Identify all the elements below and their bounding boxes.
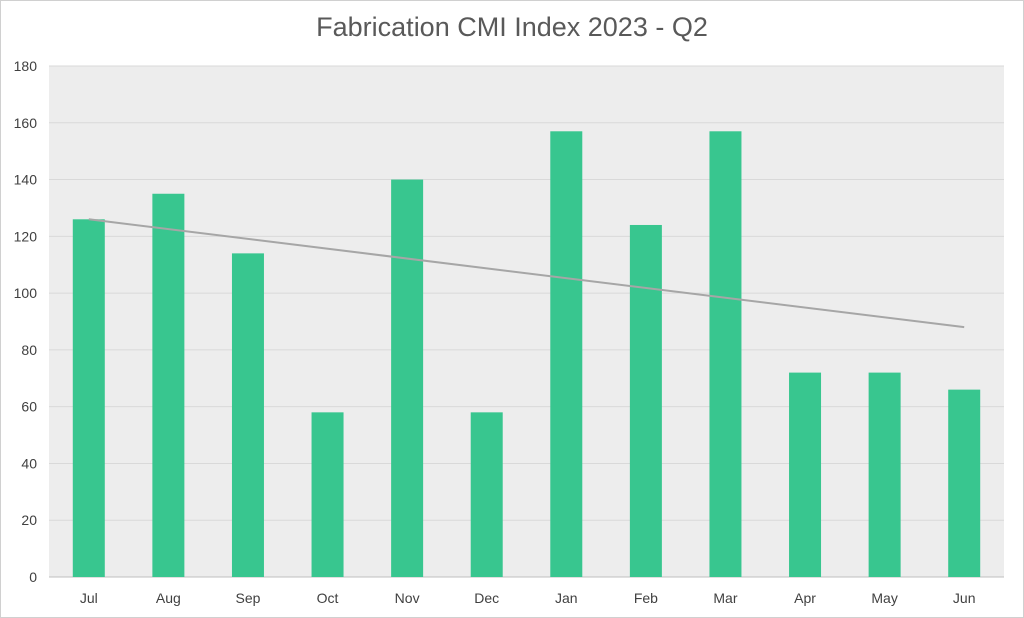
bar <box>311 412 344 577</box>
x-tick-label: Aug <box>156 590 181 606</box>
y-tick-label: 100 <box>14 285 38 301</box>
x-tick-label: Jan <box>555 590 578 606</box>
trendline-layer <box>88 218 965 329</box>
bar <box>550 131 583 578</box>
gridlines <box>49 65 1004 578</box>
bar <box>868 372 901 577</box>
x-tick-label: May <box>871 590 897 606</box>
y-tick-label: 140 <box>14 172 38 188</box>
y-tick-label: 180 <box>14 58 38 74</box>
bar <box>72 219 105 578</box>
x-axis-ticks: Jul Aug Sep Oct Nov Dec Jan Feb Mar Apr May Jun <box>80 590 976 606</box>
y-tick-label: 20 <box>21 512 37 528</box>
bar <box>709 131 742 578</box>
y-tick-label: 80 <box>21 342 37 358</box>
bar <box>789 372 822 577</box>
x-tick-label: Jun <box>953 590 976 606</box>
plot-area <box>49 66 1004 577</box>
bar <box>152 193 185 577</box>
y-tick-label: 120 <box>14 228 38 244</box>
x-tick-label: Feb <box>634 590 658 606</box>
x-tick-label: Oct <box>317 590 339 606</box>
y-axis-ticks: 0 20 40 60 80 100 120 140 160 180 <box>14 58 38 585</box>
x-tick-label: Sep <box>235 590 260 606</box>
y-tick-label: 60 <box>21 399 37 415</box>
y-tick-label: 160 <box>14 115 38 131</box>
chart-title: Fabrication CMI Index 2023 - Q2 <box>316 12 708 42</box>
x-tick-label: Nov <box>395 590 420 606</box>
bar <box>231 253 264 577</box>
bars <box>72 131 981 578</box>
bar <box>948 389 981 577</box>
x-tick-label: Mar <box>713 590 737 606</box>
bar <box>391 179 424 578</box>
bar <box>629 224 662 577</box>
y-tick-label: 40 <box>21 455 37 471</box>
x-tick-label: Jul <box>80 590 98 606</box>
trendline <box>88 218 965 329</box>
x-tick-label: Apr <box>794 590 816 606</box>
y-tick-label: 0 <box>29 569 37 585</box>
x-tick-label: Dec <box>474 590 499 606</box>
bar <box>470 412 503 577</box>
